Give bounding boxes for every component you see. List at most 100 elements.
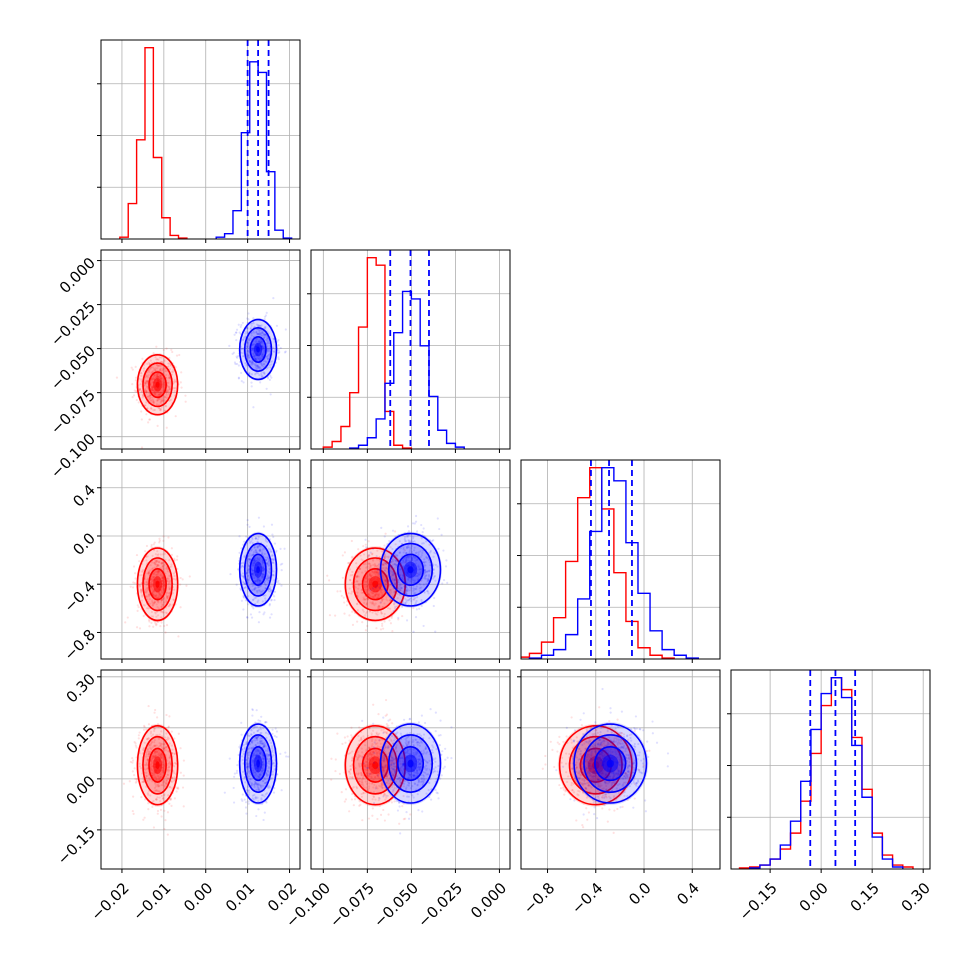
sample-point [151,584,154,587]
sample-point [161,743,164,746]
sample-point [357,754,360,757]
sample-point [242,381,245,384]
sample-point [156,376,159,379]
sample-point [150,385,154,388]
sample-point [252,331,256,334]
sample-point [409,547,412,550]
sample-point [151,576,154,579]
sample-point [367,554,370,557]
sample-point [404,589,408,592]
sample-point [251,571,255,575]
sample-point [246,349,249,353]
sample-point [172,598,175,601]
sample-point [149,367,152,370]
sample-point [150,582,154,586]
sample-point [376,594,379,597]
sample-point [257,787,260,790]
sample-point [263,336,266,339]
sample-point [179,576,182,580]
sample-point [382,563,385,567]
sample-point [259,545,263,548]
sample-point [250,381,253,384]
sample-point [263,333,266,336]
sample-point [375,732,378,736]
sample-point [251,754,255,757]
sample-point [229,573,232,576]
sample-point [384,781,388,784]
sample-point [152,826,156,829]
sample-point [258,559,262,563]
sample-point [370,753,373,756]
sample-point [152,543,155,546]
sample-point [265,801,268,804]
sample-point [129,585,132,588]
sample-point [146,792,150,795]
sample-point [164,745,168,749]
sample-point [167,737,170,740]
sample-point [134,744,137,747]
sample-point [258,585,261,588]
histogram-blue [215,61,293,239]
sample-point [342,596,345,599]
sample-point [380,782,383,785]
sample-point [240,599,244,602]
sample-point [372,592,375,595]
sample-point [407,578,410,581]
sample-point [382,766,385,770]
sample-point [275,324,279,327]
sample-point [265,781,268,784]
sample-point [168,399,171,402]
sample-point [168,356,171,360]
sample-point [402,794,405,798]
sample-point [165,391,168,394]
sample-point [363,768,367,771]
sample-point [165,779,168,783]
sample-point [133,767,136,770]
sample-point [138,560,141,563]
sample-point [235,771,238,775]
sample-point [260,340,264,343]
sample-point [162,575,165,578]
sample-point [146,779,149,782]
sample-point [172,765,176,768]
sample-point [167,725,170,728]
sample-point [243,336,246,339]
sample-point [144,388,147,391]
sample-point [151,554,154,557]
sample-point [260,770,264,773]
sample-point [168,385,171,388]
sample-point [255,331,258,334]
sample-point [277,356,280,359]
sample-point [253,588,256,591]
contour-red [136,724,179,806]
sample-point [404,579,407,583]
sample-point [365,546,368,549]
sample-point [396,735,399,738]
sample-point [151,386,154,389]
sample-point [153,392,156,395]
sample-point [275,549,278,552]
sample-point [161,381,164,384]
sample-point [368,573,371,576]
sample-point [248,574,251,577]
sample-point [140,589,143,592]
sample-point [261,344,264,348]
sample-point [246,751,250,755]
sample-point [261,569,265,572]
sample-point [349,765,352,768]
sample-point [271,561,274,564]
sample-point [279,547,282,550]
sample-point [151,388,154,392]
sample-point [253,559,256,562]
sample-point [161,770,164,774]
sample-point [159,553,162,556]
sample-point [235,583,238,586]
sample-point [262,745,266,748]
sample-point [348,770,351,774]
sample-point [358,800,361,803]
sample-point [138,583,141,586]
sample-point [370,776,373,779]
sample-point [426,557,430,560]
sample-point [166,595,169,598]
sample-point [378,593,381,596]
